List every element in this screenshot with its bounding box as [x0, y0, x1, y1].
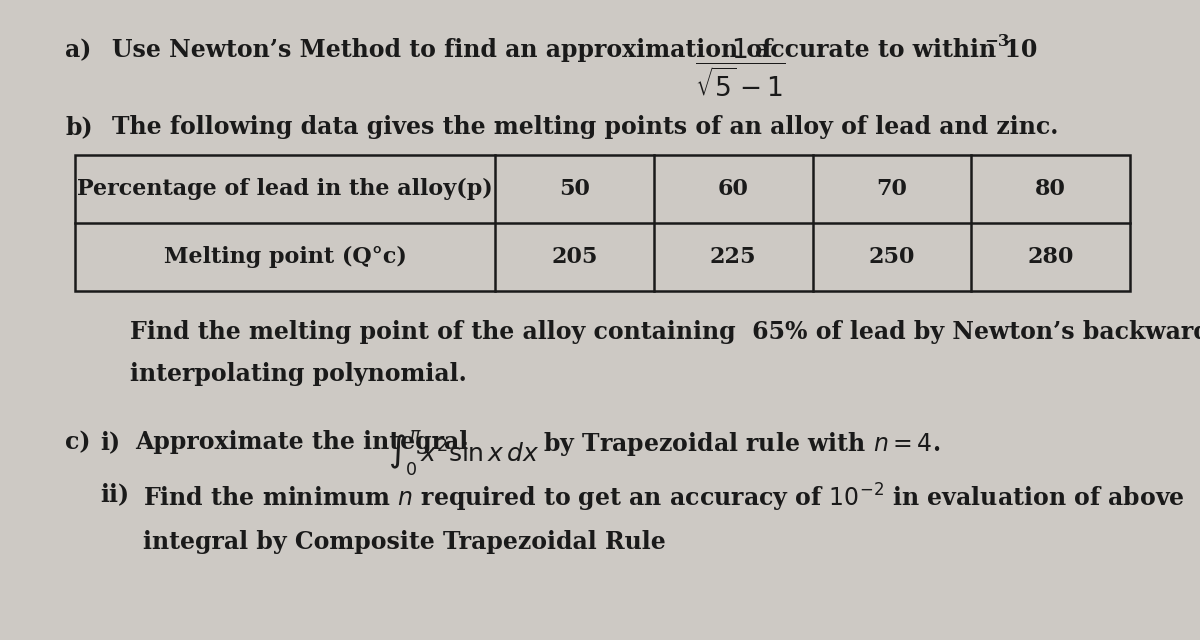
- Text: $\int_0^{\pi} x^2 \sin x\, dx$: $\int_0^{\pi} x^2 \sin x\, dx$: [388, 429, 540, 478]
- Text: i): i): [100, 430, 120, 454]
- Text: Percentage of lead in the alloy(p): Percentage of lead in the alloy(p): [77, 178, 493, 200]
- Text: ii): ii): [100, 482, 130, 506]
- Text: 80: 80: [1036, 178, 1066, 200]
- Text: integral by Composite Trapezoidal Rule: integral by Composite Trapezoidal Rule: [143, 530, 666, 554]
- Text: Find the minimum $n$ required to get an accuracy of $10^{-2}$ in evaluation of a: Find the minimum $n$ required to get an …: [143, 482, 1184, 514]
- Text: c): c): [65, 430, 90, 454]
- Text: 70: 70: [876, 178, 907, 200]
- Text: Approximate the integral: Approximate the integral: [134, 430, 468, 454]
- Text: The following data gives the melting points of an alloy of lead and zinc.: The following data gives the melting poi…: [112, 115, 1058, 139]
- Text: a): a): [65, 38, 91, 62]
- Text: Find the melting point of the alloy containing  65% of lead by Newton’s backward: Find the melting point of the alloy cont…: [130, 320, 1200, 344]
- Bar: [74, 155, 1130, 291]
- Text: 60: 60: [718, 178, 749, 200]
- Text: $\dfrac{1}{\sqrt{5}-1}$: $\dfrac{1}{\sqrt{5}-1}$: [695, 36, 786, 99]
- Text: 50: 50: [559, 178, 590, 200]
- Text: Melting point (Q°c): Melting point (Q°c): [163, 246, 407, 268]
- Text: 225: 225: [710, 246, 756, 268]
- Text: accurate to within 10: accurate to within 10: [755, 38, 1037, 62]
- Text: interpolating polynomial.: interpolating polynomial.: [130, 362, 467, 386]
- Text: Use Newton’s Method to find an approximation of: Use Newton’s Method to find an approxima…: [112, 38, 773, 62]
- Text: 280: 280: [1027, 246, 1074, 268]
- Text: by Trapezoidal rule with $n = 4$.: by Trapezoidal rule with $n = 4$.: [542, 430, 941, 458]
- Text: 205: 205: [551, 246, 598, 268]
- Text: b): b): [65, 115, 92, 139]
- Text: 250: 250: [869, 246, 916, 268]
- Text: −3: −3: [984, 33, 1009, 50]
